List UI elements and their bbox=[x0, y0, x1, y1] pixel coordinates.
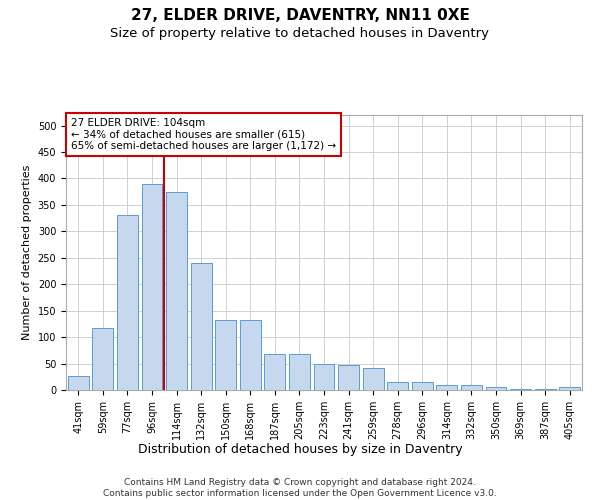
Bar bbox=[289, 354, 310, 390]
Bar bbox=[485, 388, 506, 390]
Bar bbox=[535, 389, 556, 390]
Bar bbox=[461, 384, 482, 390]
Bar bbox=[314, 364, 334, 390]
Bar bbox=[240, 320, 261, 390]
Bar bbox=[166, 192, 187, 390]
Bar bbox=[387, 382, 408, 390]
Text: 27, ELDER DRIVE, DAVENTRY, NN11 0XE: 27, ELDER DRIVE, DAVENTRY, NN11 0XE bbox=[131, 8, 469, 22]
Bar bbox=[412, 382, 433, 390]
Bar bbox=[338, 364, 359, 390]
Text: 27 ELDER DRIVE: 104sqm
← 34% of detached houses are smaller (615)
65% of semi-de: 27 ELDER DRIVE: 104sqm ← 34% of detached… bbox=[71, 118, 336, 151]
Bar bbox=[265, 354, 286, 390]
Bar bbox=[92, 328, 113, 390]
Bar bbox=[436, 384, 457, 390]
Bar bbox=[362, 368, 383, 390]
Bar bbox=[117, 216, 138, 390]
Y-axis label: Number of detached properties: Number of detached properties bbox=[22, 165, 32, 340]
Text: Distribution of detached houses by size in Daventry: Distribution of detached houses by size … bbox=[137, 442, 463, 456]
Text: Size of property relative to detached houses in Daventry: Size of property relative to detached ho… bbox=[110, 28, 490, 40]
Text: Contains HM Land Registry data © Crown copyright and database right 2024.
Contai: Contains HM Land Registry data © Crown c… bbox=[103, 478, 497, 498]
Bar bbox=[191, 263, 212, 390]
Bar bbox=[68, 376, 89, 390]
Bar bbox=[215, 320, 236, 390]
Bar bbox=[142, 184, 163, 390]
Bar bbox=[510, 389, 531, 390]
Bar bbox=[559, 387, 580, 390]
